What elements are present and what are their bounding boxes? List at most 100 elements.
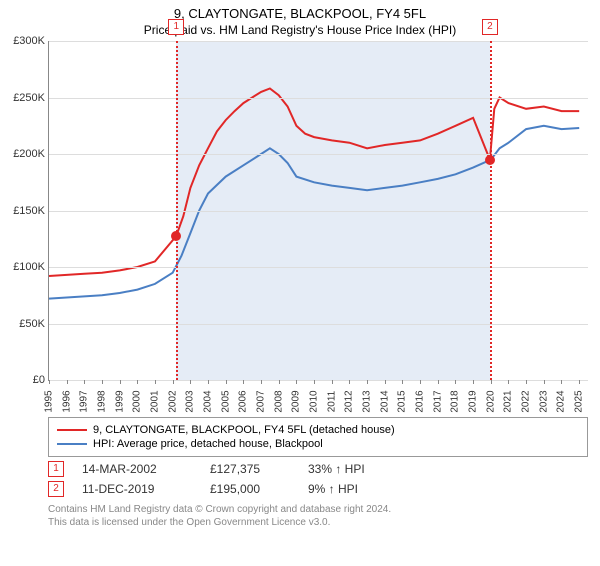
x-axis-label: 1999 bbox=[114, 390, 125, 412]
transaction-date: 11-DEC-2019 bbox=[82, 482, 192, 496]
x-axis-label: 2005 bbox=[220, 390, 231, 412]
x-axis-label: 2016 bbox=[415, 390, 426, 412]
x-tick bbox=[243, 380, 244, 384]
y-axis-label: £100K bbox=[13, 261, 45, 273]
marker-dot bbox=[485, 155, 495, 165]
transaction-date: 14-MAR-2002 bbox=[82, 462, 192, 476]
x-axis-label: 2020 bbox=[485, 390, 496, 412]
transaction-row: 1 14-MAR-2002 £127,375 33% ↑ HPI bbox=[48, 461, 588, 477]
x-tick bbox=[173, 380, 174, 384]
x-axis-label: 2024 bbox=[556, 390, 567, 412]
x-axis-label: 2010 bbox=[309, 390, 320, 412]
x-tick bbox=[508, 380, 509, 384]
footer-line: This data is licensed under the Open Gov… bbox=[48, 517, 330, 528]
x-tick bbox=[455, 380, 456, 384]
legend-label: 9, CLAYTONGATE, BLACKPOOL, FY4 5FL (deta… bbox=[93, 424, 395, 436]
marker-badge: 2 bbox=[48, 481, 64, 497]
x-tick bbox=[137, 380, 138, 384]
x-tick bbox=[579, 380, 580, 384]
x-axis-label: 2023 bbox=[538, 390, 549, 412]
plot-area: £0£50K£100K£150K£200K£250K£300K199519961… bbox=[48, 41, 588, 381]
x-axis-label: 2013 bbox=[362, 390, 373, 412]
gridline bbox=[49, 211, 588, 212]
x-axis-label: 2004 bbox=[203, 390, 214, 412]
chart-subtitle: Price paid vs. HM Land Registry's House … bbox=[0, 23, 600, 37]
x-axis-label: 2014 bbox=[379, 390, 390, 412]
x-tick bbox=[155, 380, 156, 384]
gridline bbox=[49, 98, 588, 99]
marker-dot bbox=[171, 231, 181, 241]
y-axis-label: £300K bbox=[13, 35, 45, 47]
x-tick bbox=[84, 380, 85, 384]
gridline bbox=[49, 41, 588, 42]
marker-line bbox=[176, 41, 178, 380]
x-axis-label: 2025 bbox=[574, 390, 585, 412]
transaction-row: 2 11-DEC-2019 £195,000 9% ↑ HPI bbox=[48, 481, 588, 497]
x-axis-label: 2018 bbox=[450, 390, 461, 412]
x-axis-label: 1997 bbox=[79, 390, 90, 412]
marker-badge: 1 bbox=[48, 461, 64, 477]
legend-item: 9, CLAYTONGATE, BLACKPOOL, FY4 5FL (deta… bbox=[57, 424, 579, 436]
transaction-pct: 33% ↑ HPI bbox=[308, 462, 408, 476]
x-axis-label: 2011 bbox=[326, 391, 337, 413]
x-tick bbox=[561, 380, 562, 384]
x-axis-label: 2008 bbox=[273, 390, 284, 412]
x-tick bbox=[367, 380, 368, 384]
x-tick bbox=[332, 380, 333, 384]
x-tick bbox=[491, 380, 492, 384]
x-tick bbox=[190, 380, 191, 384]
x-tick bbox=[420, 380, 421, 384]
x-axis-label: 2021 bbox=[503, 390, 514, 412]
x-axis-label: 2001 bbox=[150, 390, 161, 412]
gridline bbox=[49, 267, 588, 268]
x-tick bbox=[208, 380, 209, 384]
x-axis-label: 1998 bbox=[97, 390, 108, 412]
x-tick bbox=[296, 380, 297, 384]
x-tick bbox=[473, 380, 474, 384]
x-axis-label: 1996 bbox=[61, 390, 72, 412]
x-axis-label: 2000 bbox=[132, 390, 143, 412]
chart-area: £0£50K£100K£150K£200K£250K£300K199519961… bbox=[48, 41, 588, 411]
x-tick bbox=[49, 380, 50, 384]
x-axis-label: 1995 bbox=[44, 390, 55, 412]
x-tick bbox=[314, 380, 315, 384]
footer-line: Contains HM Land Registry data © Crown c… bbox=[48, 504, 391, 515]
y-axis-label: £150K bbox=[13, 205, 45, 217]
gridline bbox=[49, 324, 588, 325]
x-tick bbox=[438, 380, 439, 384]
x-tick bbox=[526, 380, 527, 384]
x-axis-label: 2009 bbox=[291, 390, 302, 412]
x-axis-label: 2012 bbox=[344, 390, 355, 412]
x-axis-label: 2017 bbox=[432, 390, 443, 412]
y-axis-label: £200K bbox=[13, 148, 45, 160]
x-tick bbox=[261, 380, 262, 384]
transaction-pct: 9% ↑ HPI bbox=[308, 482, 408, 496]
marker-badge: 2 bbox=[482, 19, 498, 35]
x-axis-label: 2003 bbox=[185, 390, 196, 412]
legend-swatch bbox=[57, 429, 87, 431]
y-axis-label: £250K bbox=[13, 92, 45, 104]
legend-item: HPI: Average price, detached house, Blac… bbox=[57, 438, 579, 450]
legend: 9, CLAYTONGATE, BLACKPOOL, FY4 5FL (deta… bbox=[48, 417, 588, 457]
x-tick bbox=[102, 380, 103, 384]
x-tick bbox=[279, 380, 280, 384]
x-tick bbox=[402, 380, 403, 384]
x-tick bbox=[67, 380, 68, 384]
x-axis-label: 2015 bbox=[397, 390, 408, 412]
footer-text: Contains HM Land Registry data © Crown c… bbox=[48, 503, 588, 529]
chart-title: 9, CLAYTONGATE, BLACKPOOL, FY4 5FL bbox=[0, 6, 600, 21]
legend-swatch bbox=[57, 443, 87, 445]
x-tick bbox=[120, 380, 121, 384]
marker-line bbox=[490, 41, 492, 380]
y-axis-label: £0 bbox=[33, 374, 45, 386]
x-tick bbox=[349, 380, 350, 384]
x-axis-label: 2007 bbox=[256, 390, 267, 412]
x-axis-label: 2006 bbox=[238, 390, 249, 412]
marker-badge: 1 bbox=[168, 19, 184, 35]
gridline bbox=[49, 380, 588, 381]
y-axis-label: £50K bbox=[19, 318, 45, 330]
x-tick bbox=[385, 380, 386, 384]
gridline bbox=[49, 154, 588, 155]
x-tick bbox=[226, 380, 227, 384]
x-axis-label: 2002 bbox=[167, 390, 178, 412]
